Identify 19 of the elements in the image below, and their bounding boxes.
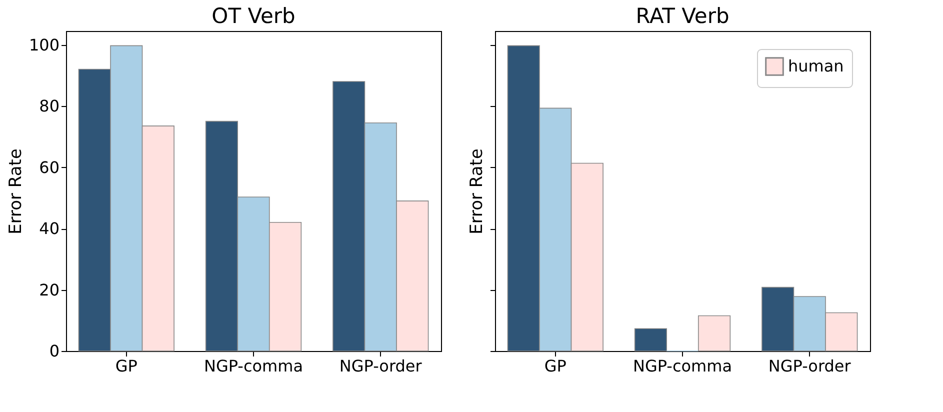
y-tick-label: 20 xyxy=(39,280,60,300)
x-tick-label: NGP-order xyxy=(768,356,852,376)
y-tick-label: 40 xyxy=(39,219,60,238)
x-tick-label: NGP-comma xyxy=(204,356,303,376)
y-axis-title: Error Rate xyxy=(467,148,487,234)
y-tick-label: 80 xyxy=(39,96,60,116)
legend-label: human xyxy=(788,56,844,76)
x-tick-label: GP xyxy=(115,356,138,376)
bar xyxy=(698,315,731,352)
y-tick-label: 60 xyxy=(39,158,60,177)
chart-title: RAT Verb xyxy=(636,4,730,28)
bar xyxy=(634,328,668,352)
y-axis-title: Error Rate xyxy=(6,148,26,234)
chart-title: OT Verb xyxy=(212,4,296,28)
x-tick-label: NGP-order xyxy=(339,356,422,376)
x-tick-label: GP xyxy=(544,356,567,376)
y-tick-label: 100 xyxy=(28,35,60,54)
x-tick-label: NGP-comma xyxy=(633,356,732,376)
y-tick-label: 0 xyxy=(49,342,60,360)
